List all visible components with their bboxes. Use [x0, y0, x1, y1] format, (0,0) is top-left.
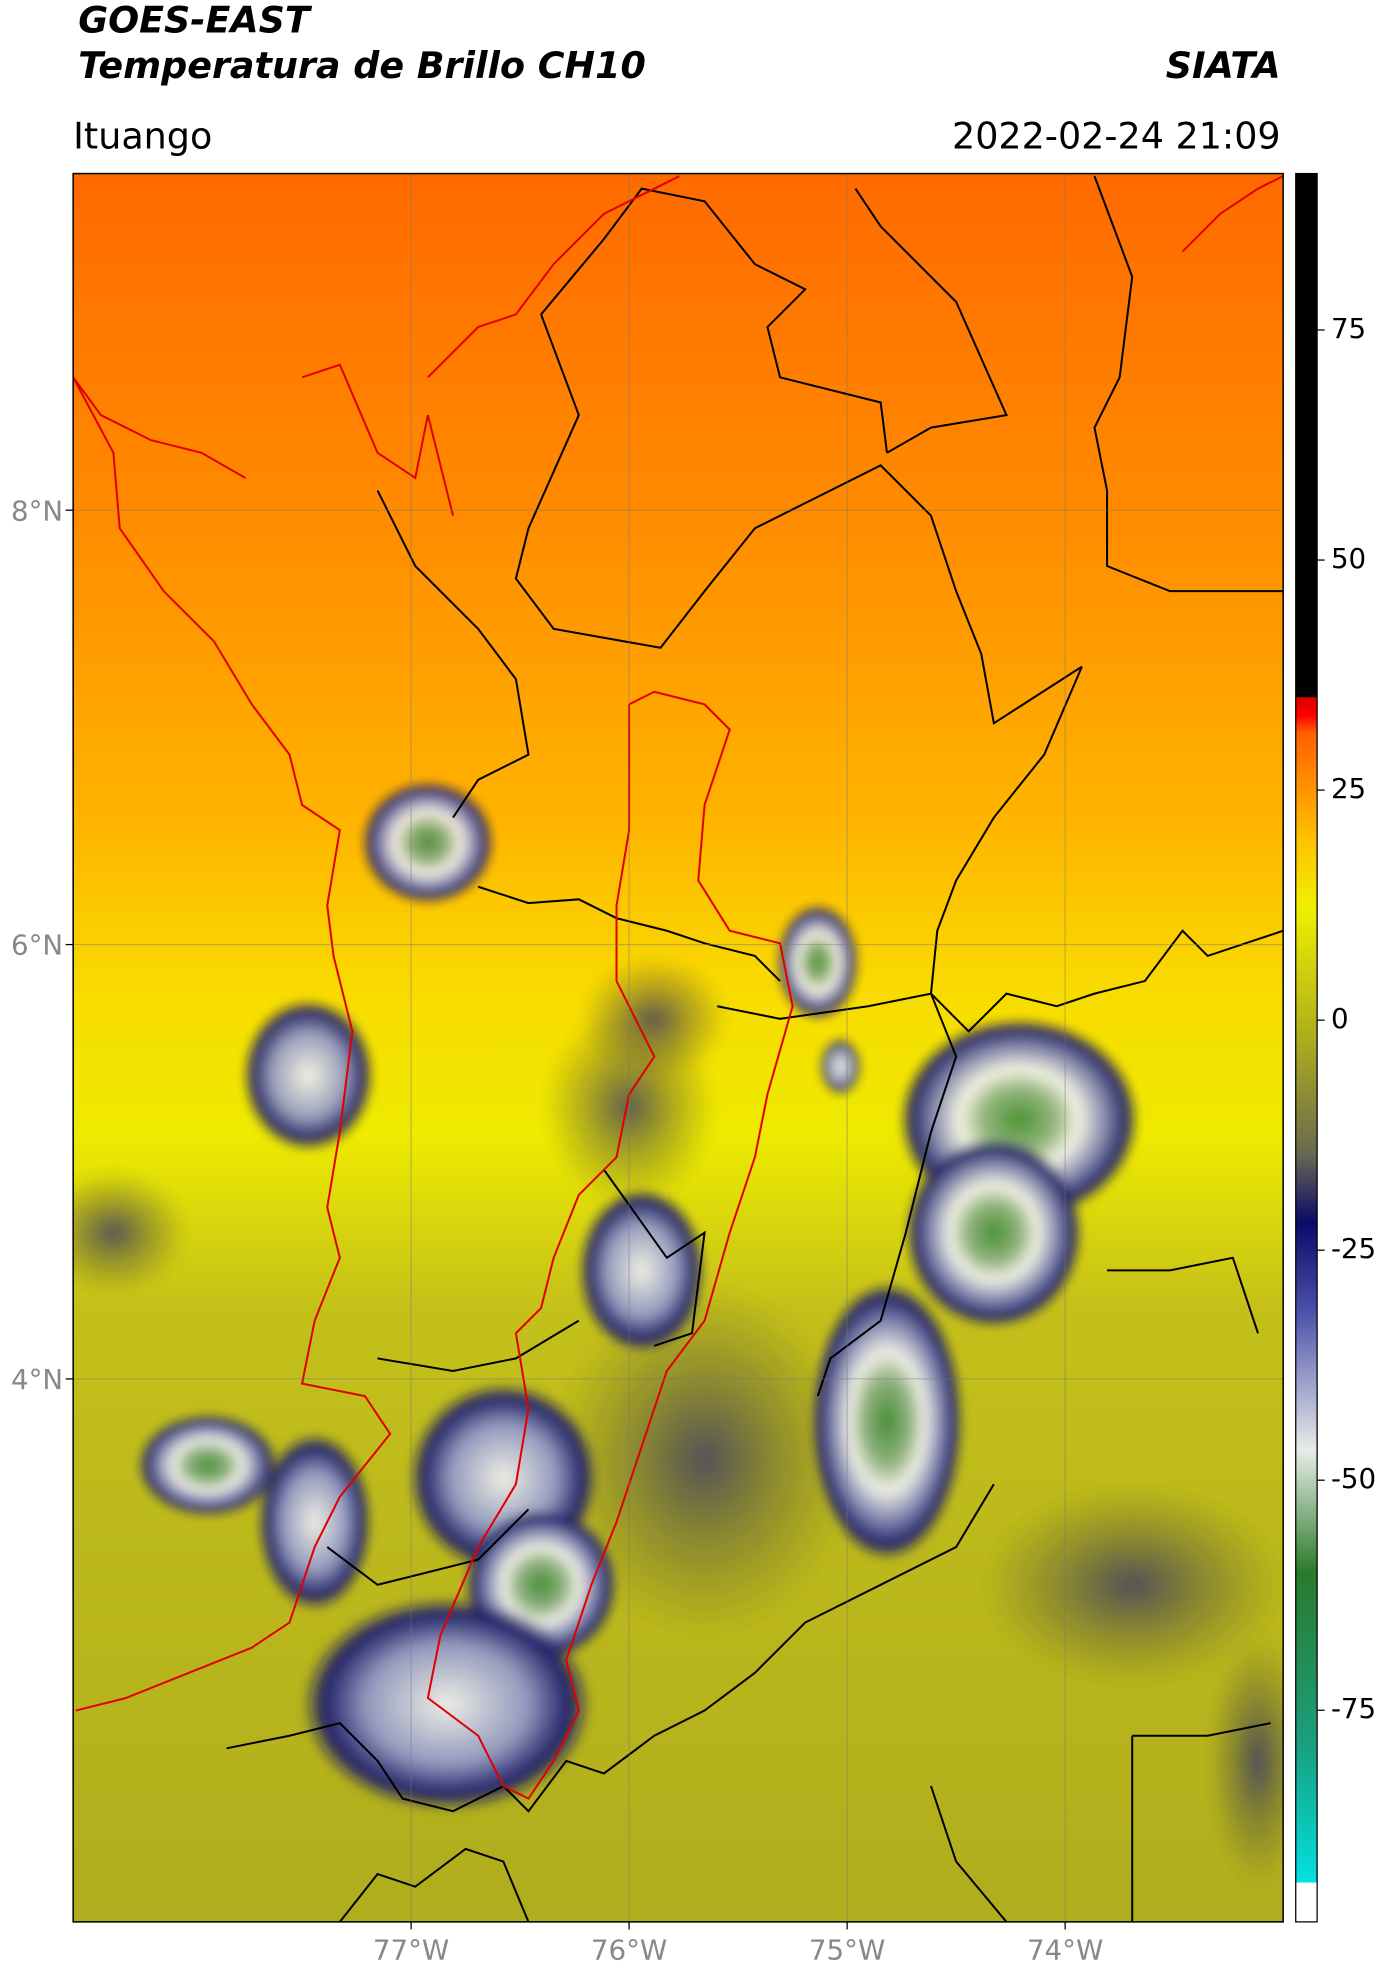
x-tick-label: 76°W — [591, 1934, 667, 1967]
x-tick-label: 74°W — [1027, 1934, 1103, 1967]
location: Ituango — [73, 114, 212, 157]
datetime: 2022-02-24 21:09 — [952, 114, 1281, 157]
colorbar-tick-label: 50 — [1331, 542, 1366, 575]
grid — [73, 173, 1284, 1922]
map-frame — [72, 172, 1284, 1923]
colorbar-tick-label: -75 — [1331, 1692, 1376, 1725]
y-tick-label: 6°N — [11, 929, 63, 962]
source: SIATA — [1166, 44, 1281, 87]
colorbar-tick-label: 25 — [1331, 772, 1366, 805]
colorbar-tick-label: 75 — [1331, 312, 1366, 345]
colorbar-tick-label: -25 — [1331, 1232, 1376, 1265]
y-tick-label: 8°N — [11, 494, 63, 527]
title: GOES-EAST — [78, 0, 313, 42]
x-tick-label: 77°W — [373, 1934, 449, 1967]
y-tick-label: 4°N — [11, 1363, 63, 1396]
colorbar-tick-label: -50 — [1331, 1462, 1376, 1495]
x-tick-label: 75°W — [809, 1934, 885, 1967]
map-image — [73, 173, 1284, 1922]
subtitle: Temperatura de Brillo CH10 — [78, 44, 646, 87]
colorbar — [1295, 172, 1318, 1923]
ticks: 77°W 76°W 75°W 74°W 8°N 6°N 4°N 75 50 25 0 -25 -50 -7… — [11, 312, 1376, 1967]
colorbar-tick-label: 0 — [1331, 1002, 1349, 1035]
